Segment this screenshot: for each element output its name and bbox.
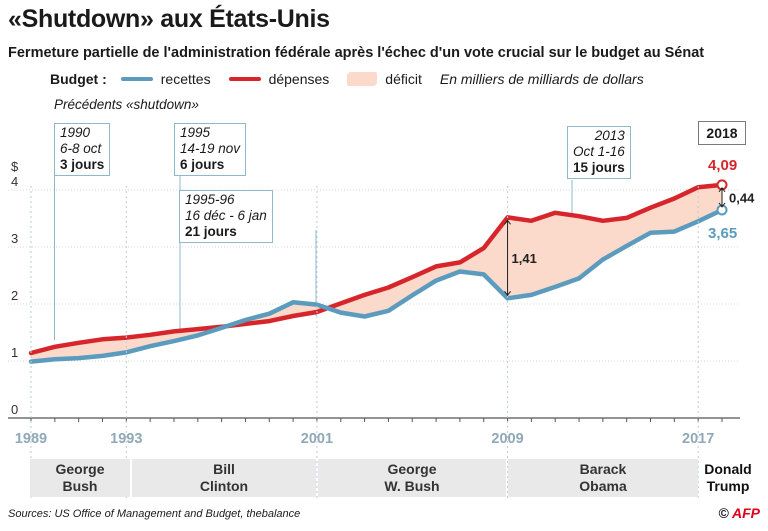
revenues-2018-value: 3,65 <box>708 225 737 242</box>
x-tick-label: 1989 <box>15 431 47 447</box>
president-line2: Trump <box>706 478 750 494</box>
y-tick-label: 4 <box>11 174 18 189</box>
president-george-bush: George Bush <box>30 459 130 497</box>
president-barack-obama: Barack Obama <box>508 459 698 497</box>
x-tick-label: 2001 <box>301 431 333 447</box>
shutdown-dates: 16 déc - 6 jan <box>185 208 267 223</box>
series-lines <box>28 182 725 364</box>
shutdown-year: 1995-96 <box>185 192 235 207</box>
annotations: 1,41 0,44 4,09 3,65 <box>504 157 755 297</box>
expenses-line <box>28 182 725 356</box>
shutdown-duration: 21 jours <box>185 224 237 239</box>
source-note: Sources: US Office of Management and Bud… <box>8 508 301 520</box>
x-axis: 1989 1993 2001 2009 2017 <box>15 186 723 500</box>
shutdown-duration: 15 jours <box>573 160 625 175</box>
deficit-2009-label: 1,41 <box>512 251 537 266</box>
shutdown-dates: Oct 1-16 <box>573 144 625 159</box>
x-tick-label: 1993 <box>110 431 142 447</box>
president-line1: Bill <box>213 461 235 477</box>
y-tick-label: 3 <box>11 231 18 246</box>
legend-expenses-label: dépenses <box>268 71 330 87</box>
shutdown-dates: 6-8 oct <box>60 141 102 156</box>
deficit-2018-label: 0,44 <box>729 190 755 205</box>
legend-expenses-swatch <box>228 77 261 81</box>
legend-unit-note: En milliers de milliards de dollars <box>439 71 644 87</box>
x-tick-label: 2017 <box>682 431 714 447</box>
legend-deficit-label: déficit <box>385 71 422 87</box>
legend-revenues-swatch <box>120 77 153 81</box>
president-line1: George <box>387 461 437 477</box>
deficit-area <box>31 184 722 362</box>
shutdown-box-1995: 1995 14-19 nov 6 jours <box>174 123 247 176</box>
shutdown-box-2013: 2013 Oct 1-16 15 jours <box>567 126 631 179</box>
chart-title: «Shutdown» aux États-Unis <box>8 5 330 33</box>
president-line1: Barack <box>579 461 627 477</box>
president-line2: Clinton <box>199 478 249 494</box>
shutdown-box-1995-96: 1995-96 16 déc - 6 jan 21 jours <box>179 190 273 243</box>
y-tick-label: 2 <box>11 288 18 303</box>
revenues-line <box>28 207 725 364</box>
shutdown-year: 1995 <box>180 125 211 140</box>
shutdown-duration: 6 jours <box>180 157 225 172</box>
expenses-2018-value: 4,09 <box>708 157 737 174</box>
legend-revenues-label: recettes <box>160 71 211 87</box>
president-george-w-bush: George W. Bush <box>318 459 506 497</box>
year-2018-label: 2018 <box>698 121 746 145</box>
chart-subtitle: Fermeture partielle de l'administration … <box>8 45 705 61</box>
y-unit-label: $ <box>11 159 19 174</box>
president-line2: Obama <box>579 478 627 494</box>
shutdown-dates: 14-19 nov <box>180 141 241 156</box>
president-line2: W. Bush <box>384 478 440 494</box>
legend: Budget : recettes dépenses déficit En mi… <box>50 68 644 90</box>
deficit-2009-arrow-head <box>504 291 511 297</box>
y-tick-label: 0 <box>11 402 18 417</box>
shutdown-duration: 3 jours <box>60 157 105 172</box>
legend-deficit-swatch <box>347 72 378 86</box>
precedents-label: Précédents «shutdown» <box>54 97 199 112</box>
president-line1: Donald <box>704 461 752 477</box>
y-tick-label: 1 <box>11 345 18 360</box>
deficit-2018-arrow-head <box>718 202 726 208</box>
deficit-2018-arrow-head <box>718 187 726 193</box>
deficit-2009-arrow-head <box>504 219 511 225</box>
grid-lines: 0 1 2 3 4$ <box>8 159 740 419</box>
president-bill-clinton: Bill Clinton <box>132 459 316 497</box>
shutdown-box-1990: 1990 6-8 oct 3 jours <box>54 123 111 176</box>
legend-title: Budget : <box>50 71 107 87</box>
afp-logo: © AFP <box>718 505 760 521</box>
president-line1: George <box>55 461 105 477</box>
shutdown-year: 2013 <box>594 128 625 143</box>
president-donald-trump: Donald Trump <box>700 459 756 497</box>
x-tick-label: 2009 <box>491 431 523 447</box>
shutdown-year: 1990 <box>60 125 91 140</box>
president-line2: Bush <box>62 478 98 494</box>
